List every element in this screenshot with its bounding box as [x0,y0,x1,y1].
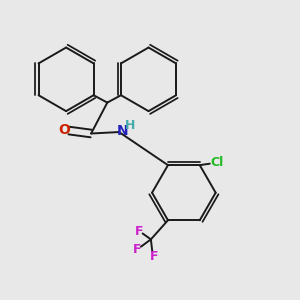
Text: O: O [58,123,70,137]
Text: F: F [135,225,143,238]
Text: N: N [116,124,128,138]
Text: F: F [150,250,158,263]
Text: H: H [125,119,136,132]
Text: Cl: Cl [210,156,223,169]
Text: F: F [133,243,141,256]
